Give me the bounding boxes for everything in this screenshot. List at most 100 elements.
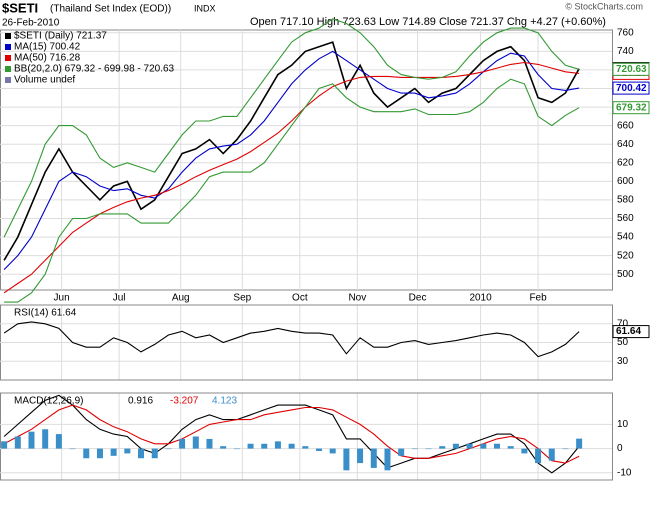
histogram-bar: [548, 448, 555, 461]
histogram-bar: [110, 448, 117, 456]
x-tick-label: 2010: [469, 293, 492, 304]
x-tick-label: Oct: [292, 293, 308, 304]
histogram-bar: [425, 448, 432, 450]
legend-swatch: [5, 55, 11, 61]
histogram-bar: [370, 448, 377, 468]
histogram-bar: [151, 448, 158, 459]
histogram-bar: [439, 446, 446, 449]
histogram-bar: [1, 441, 8, 449]
histogram-bar: [96, 448, 103, 459]
y-tick-label: 740: [617, 46, 634, 57]
y-tick-label: 0: [617, 443, 623, 454]
series-line: [4, 78, 580, 303]
y-tick-label: 760: [617, 27, 634, 38]
last-value: 61.64: [616, 326, 641, 337]
legend-label: BB(20,2.0) 679.32 - 699.98 - 720.63: [14, 64, 175, 75]
x-tick-label: Feb: [529, 293, 547, 304]
macd-value: -3.207: [170, 396, 199, 407]
histogram-bar: [576, 438, 583, 449]
y-tick-label: 520: [617, 250, 634, 261]
y-tick-label: 660: [617, 120, 634, 131]
symbol: $SETI: [2, 0, 38, 15]
histogram-bar: [411, 448, 418, 450]
legend-swatch: [5, 44, 11, 50]
index-name: (Thailand Set Index (EOD)): [50, 4, 171, 15]
histogram-bar: [384, 448, 391, 471]
histogram-bar: [398, 448, 405, 456]
histogram-bar: [316, 448, 323, 451]
x-tick-label: Sep: [233, 293, 251, 304]
histogram-bar: [42, 429, 49, 449]
histogram-bar: [507, 446, 514, 449]
macd-value: 4.123: [212, 396, 237, 407]
date: 26-Feb-2010: [2, 18, 60, 29]
histogram-bar: [535, 448, 542, 464]
histogram-bar: [138, 448, 145, 459]
histogram-bar: [521, 448, 528, 454]
credit: © StockCharts.com: [565, 1, 643, 11]
last-value: 720.63: [616, 64, 647, 75]
histogram-bar: [452, 443, 459, 449]
y-tick-label: 70: [617, 318, 629, 329]
last-value-tag: [612, 62, 650, 76]
histogram-bar: [55, 434, 62, 449]
histogram-bar: [220, 446, 227, 449]
histogram-bar: [192, 436, 199, 449]
x-tick-label: Dec: [409, 293, 427, 304]
x-tick-label: Aug: [172, 293, 190, 304]
last-value: 679.32: [616, 102, 647, 113]
histogram-bar: [493, 443, 500, 449]
histogram-bar: [247, 443, 254, 449]
legend-label: MA(15) 700.42: [14, 42, 81, 53]
histogram-bar: [343, 448, 350, 471]
histogram-bar: [206, 438, 213, 449]
y-tick-label: -10: [617, 467, 632, 478]
histogram-bar: [179, 438, 186, 449]
histogram-bar: [14, 436, 21, 449]
last-value: 700.42: [616, 83, 647, 94]
y-tick-label: 50: [617, 337, 629, 348]
histogram-bar: [480, 443, 487, 449]
y-tick-label: 540: [617, 232, 634, 243]
histogram-bar: [124, 448, 131, 454]
histogram-bar: [562, 448, 569, 450]
legend-swatch: [5, 66, 11, 72]
y-tick-label: 620: [617, 157, 634, 168]
last-value-tag: [612, 325, 650, 339]
histogram-bar: [466, 443, 473, 449]
histogram-bar: [83, 448, 90, 459]
legend-label: Volume undef: [14, 75, 75, 86]
panel-title: MACD(12,26,9): [14, 396, 83, 407]
y-tick-label: 30: [617, 356, 629, 367]
legend-swatch: [5, 33, 11, 39]
x-tick-label: Nov: [348, 293, 366, 304]
y-tick-label: 10: [617, 419, 629, 430]
legend-label: $SETI (Daily) 721.37: [14, 31, 107, 42]
y-tick-label: 580: [617, 195, 634, 206]
histogram-bar: [261, 443, 268, 449]
histogram-bar: [329, 448, 336, 454]
histogram-bar: [233, 448, 240, 450]
last-value-tag: [612, 101, 650, 115]
y-tick-label: 560: [617, 213, 634, 224]
y-tick-label: 640: [617, 139, 634, 150]
histogram-bar: [69, 448, 76, 450]
series-line: [3, 321, 580, 358]
macd-value: 0.916: [128, 396, 153, 407]
legend-label: MA(50) 716.28: [14, 53, 81, 64]
series-line: [3, 394, 580, 474]
histogram-bar: [274, 441, 281, 449]
panel-frame: [0, 29, 613, 291]
histogram-bar: [288, 443, 295, 449]
x-tick-label: Jul: [113, 293, 126, 304]
panel-title: RSI(14) 61.64: [14, 308, 77, 319]
series-line: [3, 41, 580, 261]
panel-frame: [0, 392, 613, 481]
histogram-bar: [165, 448, 172, 450]
y-tick-label: 500: [617, 269, 634, 280]
exchange: INDX: [194, 3, 216, 13]
legend-swatch: [5, 77, 11, 83]
x-tick-label: Jun: [54, 293, 70, 304]
